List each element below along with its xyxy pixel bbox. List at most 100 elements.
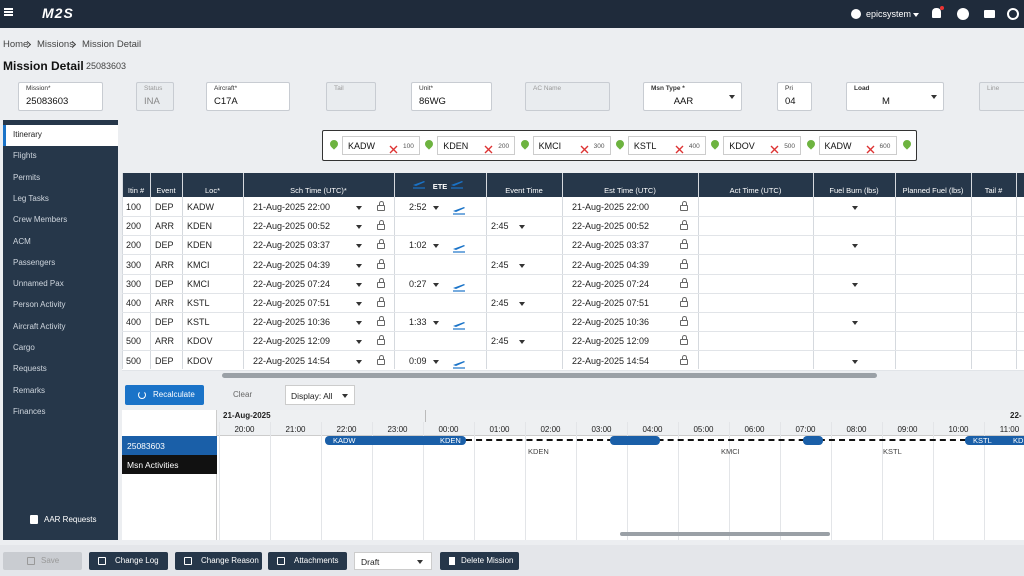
- cell-sch[interactable]: 22-Aug-2025 04:39: [253, 259, 331, 270]
- cell-sch[interactable]: 22-Aug-2025 03:37: [253, 240, 331, 251]
- field[interactable]: Pri 04: [777, 82, 812, 111]
- sidebar-item[interactable]: Person Activity: [13, 300, 66, 310]
- help[interactable]: [957, 8, 969, 20]
- footer-button[interactable]: Change Reason: [175, 552, 262, 570]
- delete-button[interactable]: Delete Mission: [440, 552, 519, 570]
- cell-event-time[interactable]: 2:45: [491, 259, 509, 270]
- flight-bar[interactable]: [325, 436, 466, 445]
- cell-event-time[interactable]: 2:45: [491, 336, 509, 347]
- cell-sch[interactable]: 22-Aug-2025 12:09: [253, 336, 331, 347]
- status-select[interactable]: Draft: [354, 552, 432, 570]
- footer-button[interactable]: Change Log: [89, 552, 168, 570]
- video[interactable]: [984, 10, 995, 18]
- sidebar-item[interactable]: Cargo: [13, 343, 35, 352]
- globe[interactable]: [1007, 8, 1019, 20]
- cell-event: DEP: [155, 240, 174, 251]
- cell-event: DEP: [155, 278, 174, 289]
- timeline-row[interactable]: Msn Activities: [122, 455, 217, 474]
- route-stop[interactable]: KADW 100: [342, 136, 420, 155]
- cell-loc: KSTL: [187, 298, 210, 308]
- route-code: KDOV: [729, 141, 755, 151]
- cell-sch[interactable]: 22-Aug-2025 14:54: [253, 355, 331, 366]
- cell-sch[interactable]: 22-Aug-2025 07:51: [253, 298, 331, 308]
- hour-line: [372, 422, 373, 540]
- footer-button[interactable]: Attachments: [268, 552, 347, 570]
- lock-shackle: [378, 220, 384, 226]
- cell-ete[interactable]: 0:27: [409, 278, 427, 289]
- cell-ete[interactable]: 2:52: [409, 202, 427, 212]
- recalculate-button[interactable]: Recalculate: [125, 385, 204, 405]
- remove-icon[interactable]: [580, 141, 589, 154]
- cell-loc: KDEN: [187, 221, 213, 232]
- route-stop[interactable]: KSTL 400: [627, 136, 706, 155]
- timeline-hour: 11:00: [999, 425, 1020, 434]
- caret: [433, 282, 439, 287]
- sidebar-footer[interactable]: AAR Requests: [44, 515, 97, 524]
- field[interactable]: Unit* 86WG: [411, 82, 492, 111]
- field[interactable]: Msn Type * AAR: [643, 82, 742, 111]
- sidebar-item[interactable]: Flights: [13, 151, 37, 161]
- flight-bar[interactable]: [965, 436, 1024, 445]
- field[interactable]: Aircraft* C17A: [206, 82, 290, 111]
- remove-icon[interactable]: [675, 141, 684, 154]
- remove-icon[interactable]: [484, 141, 493, 154]
- cell-event-time[interactable]: 2:45: [491, 298, 509, 308]
- button-label: Delete Mission: [461, 556, 514, 565]
- sidebar-item[interactable]: Unnamed Pax: [13, 279, 64, 289]
- caret: [417, 560, 423, 564]
- display-select[interactable]: Display: All: [285, 385, 355, 405]
- flight-bar[interactable]: [803, 436, 823, 445]
- menu-icon: [4, 11, 13, 13]
- cell-ete[interactable]: 0:09: [409, 355, 427, 366]
- remove-icon[interactable]: [770, 141, 779, 154]
- button-label: Recalculate: [153, 390, 195, 399]
- column-header: Act Time (UTC): [729, 186, 782, 195]
- h-scrollbar[interactable]: [222, 373, 877, 378]
- cell-ete[interactable]: 1:33: [409, 317, 427, 328]
- field[interactable]: Mission* 25083603: [18, 82, 103, 111]
- sidebar-item[interactable]: Crew Members: [13, 215, 68, 225]
- hour-line: [882, 422, 883, 540]
- breadcrumb-item[interactable]: Missions: [37, 39, 74, 50]
- cell-sch[interactable]: 22-Aug-2025 00:52: [253, 221, 331, 232]
- sidebar-item[interactable]: Passengers: [13, 257, 56, 267]
- sidebar-item[interactable]: Leg Tasks: [13, 193, 49, 203]
- sidebar-selected: [3, 125, 118, 146]
- sidebar-item[interactable]: Aircraft Activity: [13, 321, 66, 331]
- cell-itin: 200: [126, 240, 142, 251]
- notifications[interactable]: [932, 8, 941, 18]
- cell-event-time[interactable]: 2:45: [491, 221, 509, 232]
- remove-icon[interactable]: [389, 141, 398, 154]
- column-divider: [1016, 173, 1017, 369]
- route-code: KSTL: [633, 141, 657, 151]
- sidebar-item[interactable]: Permits: [13, 172, 41, 182]
- cell-sch[interactable]: 22-Aug-2025 10:36: [253, 317, 331, 328]
- cell-sch[interactable]: 21-Aug-2025 22:00: [253, 202, 331, 212]
- footer-button[interactable]: Save: [3, 552, 82, 570]
- sidebar-item[interactable]: Finances: [13, 406, 46, 416]
- remove-icon[interactable]: [866, 141, 875, 154]
- timeline-hour: 22:00: [336, 425, 357, 434]
- timeline-row[interactable]: 25083603: [122, 436, 217, 455]
- sidebar-item[interactable]: Itinerary: [13, 130, 42, 139]
- cell-ete[interactable]: 1:02: [409, 240, 427, 251]
- sidebar-item[interactable]: Requests: [13, 364, 47, 374]
- column-header: Sch Time (UTC)*: [290, 186, 347, 195]
- route-stop[interactable]: KMCI 300: [532, 136, 611, 155]
- column-divider: [698, 173, 699, 369]
- field[interactable]: Load M: [846, 82, 944, 111]
- route-stop[interactable]: KDEN 200: [437, 136, 516, 155]
- user-name[interactable]: epicsystem: [866, 9, 912, 19]
- cell-sch[interactable]: 22-Aug-2025 07:24: [253, 278, 331, 289]
- sidebar-item[interactable]: Remarks: [13, 385, 46, 395]
- sidebar-item[interactable]: ACM: [13, 236, 31, 246]
- column-divider: [182, 173, 183, 369]
- route-stop[interactable]: KADW 600: [818, 136, 897, 155]
- timeline-scrollbar[interactable]: [620, 532, 830, 536]
- clear-button[interactable]: Clear: [233, 390, 253, 399]
- route-seq: 200: [498, 143, 510, 150]
- route-stop[interactable]: KDOV 500: [723, 136, 802, 155]
- breadcrumb-item[interactable]: Home: [3, 39, 29, 50]
- hour-line: [219, 422, 220, 540]
- flight-bar[interactable]: [610, 436, 660, 445]
